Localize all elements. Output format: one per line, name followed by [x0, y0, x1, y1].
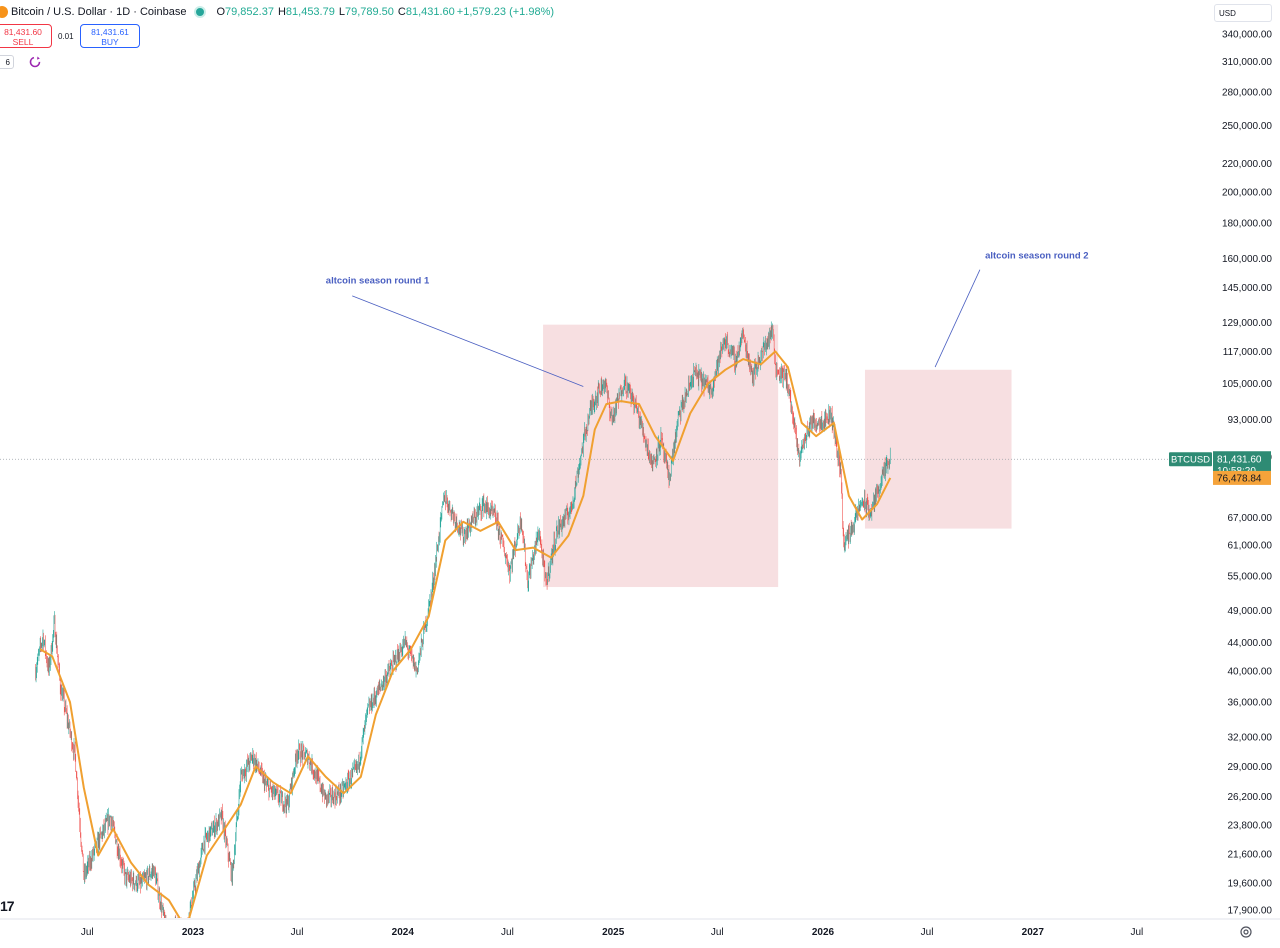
- y-axis-tick-label: 117,000.00: [1223, 347, 1273, 358]
- y-axis-tick-label: 32,000.00: [1228, 733, 1273, 744]
- x-axis-tick-label: Jul: [501, 927, 514, 938]
- y-axis-tick-label: 200,000.00: [1222, 187, 1272, 198]
- x-axis-tick-label: 2026: [812, 927, 835, 938]
- ohlc-open-label: O: [216, 6, 226, 18]
- annotation-label-1: altcoin season round 1: [326, 275, 430, 286]
- ma-price-value: 76,478.84: [1217, 473, 1262, 484]
- ohlc-close-value: 81,431.60: [405, 6, 455, 18]
- ohlc-open-value: 79,852.37: [225, 6, 274, 18]
- y-axis-tick-label: 180,000.00: [1222, 219, 1272, 230]
- x-axis-tick-label: Jul: [711, 927, 724, 938]
- ohlc-high-label: H: [277, 6, 286, 18]
- y-axis-tick-label: 340,000.00: [1222, 30, 1272, 41]
- y-axis-tick-label: 61,000.00: [1228, 541, 1273, 552]
- symbol-tag-label: BTCUSD: [1171, 455, 1210, 466]
- settings-gear-icon[interactable]: [1238, 924, 1254, 940]
- y-axis-tick-label: 129,000.00: [1222, 318, 1272, 329]
- buy-label: BUY: [101, 37, 119, 47]
- symbol-title[interactable]: Bitcoin / U.S. Dollar · 1D · Coinbase: [11, 6, 187, 18]
- y-axis-tick-label: 23,800.00: [1228, 821, 1273, 832]
- sell-button[interactable]: 81,431.60 SELL: [0, 24, 52, 48]
- y-axis-tick-label: 105,000.00: [1222, 379, 1272, 390]
- buy-button[interactable]: 81,431.61 BUY: [80, 24, 140, 48]
- candlestick-series: [35, 321, 891, 918]
- annotation-line-1: [352, 295, 584, 387]
- buy-price: 81,431.61: [91, 27, 129, 37]
- y-axis-tick-label: 93,000.00: [1228, 415, 1273, 426]
- annotation-label-2: altcoin season round 2: [985, 250, 1088, 261]
- indicators-toggle[interactable]: 6: [0, 55, 14, 69]
- y-axis-tick-label: 280,000.00: [1222, 87, 1272, 98]
- altcoin-season-box-1: [543, 324, 779, 588]
- spread-value: 0.01: [58, 32, 74, 41]
- sell-price: 81,431.60: [4, 27, 42, 37]
- x-axis-tick-label: 2025: [602, 927, 625, 938]
- y-axis-tick-label: 26,200.00: [1228, 792, 1273, 803]
- annotation-line-2: [934, 269, 981, 368]
- y-axis-tick-label: 44,000.00: [1228, 638, 1273, 649]
- y-axis-tick-label: 67,000.00: [1228, 513, 1273, 524]
- loading-spinner-icon: [29, 56, 41, 68]
- moving-average-line: [39, 350, 892, 918]
- y-axis-tick-label: 160,000.00: [1222, 254, 1272, 265]
- y-axis-tick-label: 40,000.00: [1228, 666, 1273, 677]
- tradingview-logo: 17: [0, 898, 15, 914]
- y-axis-tick-label: 55,000.00: [1228, 572, 1273, 583]
- indicator-count: 6: [5, 58, 10, 67]
- ohlc-low-label: L: [338, 6, 345, 18]
- currency-select[interactable]: USD: [1214, 4, 1272, 22]
- x-axis-tick-label: Jul: [291, 927, 304, 938]
- x-axis-tick-label: Jul: [921, 927, 934, 938]
- symbol-tag: [1169, 452, 1212, 467]
- x-axis-tick-label: Jul: [81, 927, 94, 938]
- bitcoin-icon: [0, 6, 8, 18]
- ohlc-low-value: 79,789.50: [344, 6, 394, 18]
- y-axis-tick-label: 17,900.00: [1228, 906, 1273, 917]
- y-axis-tick-label: 49,000.00: [1228, 606, 1273, 617]
- y-axis-tick-label: 21,600.00: [1228, 850, 1273, 861]
- y-axis-tick-label: 29,000.00: [1228, 762, 1273, 773]
- ma-price-tag: [1213, 470, 1271, 485]
- sell-label: SELL: [12, 37, 34, 47]
- y-axis-tick-label: 36,000.00: [1228, 698, 1273, 709]
- y-axis-tick-label: 250,000.00: [1222, 121, 1272, 132]
- y-axis-tick-label: 19,600.00: [1228, 879, 1273, 890]
- x-axis-tick-label: Jul: [1130, 927, 1143, 938]
- ohlc-change: +1,579.23 (+1.98%): [456, 6, 555, 18]
- altcoin-season-box-2: [864, 369, 1012, 529]
- currency-value: USD: [1219, 9, 1236, 18]
- x-axis-tick-label: 2023: [182, 927, 205, 938]
- y-axis-tick-label: 220,000.00: [1222, 159, 1272, 170]
- last-price-value: 81,431.60: [1217, 455, 1262, 466]
- ohlc-close-label: C: [397, 6, 406, 18]
- ohlc-high-value: 81,453.79: [285, 6, 335, 18]
- market-open-status-icon: [194, 6, 207, 18]
- y-axis-tick-label: 310,000.00: [1222, 57, 1272, 68]
- x-axis-tick-label: 2024: [392, 927, 415, 938]
- x-axis-tick-label: 2027: [1022, 927, 1045, 938]
- y-axis-tick-label: 145,000.00: [1222, 283, 1272, 294]
